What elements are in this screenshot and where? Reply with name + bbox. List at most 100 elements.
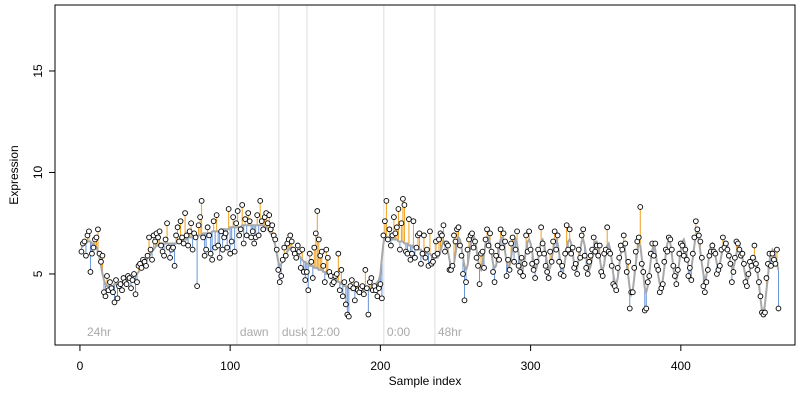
point — [397, 246, 403, 253]
point — [638, 260, 645, 267]
point — [512, 246, 519, 253]
point — [336, 287, 343, 294]
point — [149, 256, 155, 263]
annotation-label: 12:00 — [310, 325, 340, 339]
point — [688, 277, 695, 283]
point — [264, 220, 271, 227]
point — [703, 279, 710, 285]
point — [455, 224, 462, 231]
point — [258, 218, 265, 225]
point — [774, 246, 780, 253]
point — [696, 232, 702, 239]
point — [577, 254, 584, 261]
x-axis-title: Sample index — [389, 374, 462, 388]
point — [700, 283, 707, 289]
point — [192, 234, 199, 241]
point — [374, 293, 381, 300]
point — [194, 283, 200, 289]
point — [479, 248, 486, 255]
point — [401, 202, 408, 208]
point — [275, 267, 282, 273]
point — [705, 267, 711, 273]
point — [170, 244, 176, 251]
point — [532, 275, 538, 281]
point — [231, 248, 238, 255]
point — [282, 252, 289, 259]
point — [224, 244, 231, 251]
point — [650, 252, 657, 259]
point — [578, 232, 585, 239]
point — [699, 254, 705, 261]
point — [119, 287, 125, 294]
point — [213, 212, 220, 218]
point — [676, 250, 683, 257]
point — [104, 273, 110, 279]
point — [768, 262, 774, 269]
point — [533, 258, 540, 265]
point — [545, 275, 552, 281]
point — [287, 232, 294, 239]
point — [762, 309, 768, 316]
point — [686, 265, 693, 271]
point — [362, 267, 369, 273]
point — [523, 232, 529, 239]
x-tick-label: 200 — [370, 359, 390, 373]
point — [222, 230, 229, 237]
point — [530, 267, 537, 273]
point — [95, 226, 101, 233]
point — [607, 250, 614, 257]
point — [333, 271, 340, 277]
point — [246, 218, 253, 225]
point — [685, 273, 692, 279]
point — [547, 248, 553, 255]
point — [249, 228, 256, 235]
point — [689, 250, 696, 257]
point — [391, 214, 397, 220]
point — [763, 275, 770, 281]
point — [736, 246, 743, 253]
point — [395, 206, 402, 212]
plot-frame — [54, 4, 796, 346]
point — [541, 250, 547, 257]
point — [640, 269, 647, 275]
point — [458, 252, 465, 259]
point — [434, 250, 441, 257]
point — [664, 248, 671, 255]
point — [655, 267, 662, 273]
point — [661, 258, 668, 265]
point — [324, 254, 331, 261]
point — [538, 224, 544, 231]
point — [281, 244, 288, 251]
point — [90, 244, 97, 251]
x-tick-label: 400 — [671, 359, 691, 373]
point — [463, 279, 469, 285]
point — [674, 267, 681, 273]
point — [293, 254, 300, 261]
point — [422, 254, 429, 261]
point — [424, 246, 430, 253]
point — [572, 260, 579, 267]
point — [544, 269, 550, 275]
point — [341, 279, 348, 285]
point — [302, 277, 309, 283]
point — [320, 262, 327, 269]
point — [729, 279, 735, 285]
point — [682, 246, 689, 253]
point — [171, 262, 178, 269]
point — [338, 267, 345, 273]
point — [500, 230, 507, 237]
point — [748, 262, 755, 269]
point — [542, 262, 549, 269]
point — [209, 256, 215, 263]
point — [416, 230, 423, 237]
point — [144, 252, 151, 259]
point — [574, 271, 581, 277]
point — [452, 238, 459, 245]
point — [599, 273, 606, 279]
point — [751, 242, 758, 249]
point — [724, 246, 731, 253]
point — [132, 291, 139, 298]
point — [421, 232, 427, 239]
point — [413, 244, 420, 251]
